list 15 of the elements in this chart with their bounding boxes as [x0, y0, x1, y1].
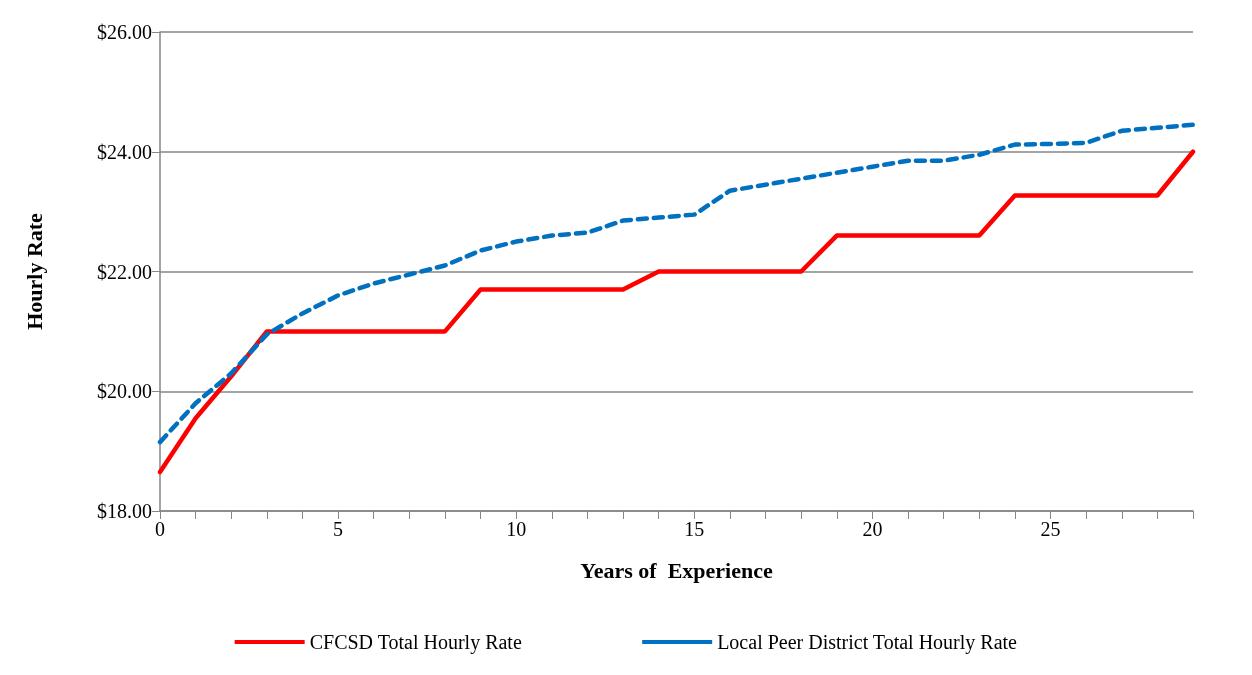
legend-label: Local Peer District Total Hourly Rate — [717, 631, 1018, 654]
y-tick-label: $22.00 — [97, 260, 152, 283]
x-tick-label: 20 — [862, 518, 883, 540]
y-tick-label: $18.00 — [97, 500, 152, 522]
y-tick-label: $26.00 — [97, 21, 152, 43]
x-axis-title: Years of Experience — [580, 557, 773, 583]
y-tick-label: $20.00 — [97, 380, 152, 403]
x-tick-label: 10 — [506, 518, 527, 540]
x-tick-label: 5 — [333, 518, 344, 540]
x-tick-label: 15 — [684, 518, 705, 540]
x-tick-label: 25 — [1040, 518, 1061, 540]
legend-label: CFCSD Total Hourly Rate — [309, 631, 522, 654]
x-tick-label: 0 — [155, 518, 165, 540]
y-tick-label: $24.00 — [97, 140, 152, 163]
y-axis-title: Hourly Rate — [21, 212, 47, 330]
